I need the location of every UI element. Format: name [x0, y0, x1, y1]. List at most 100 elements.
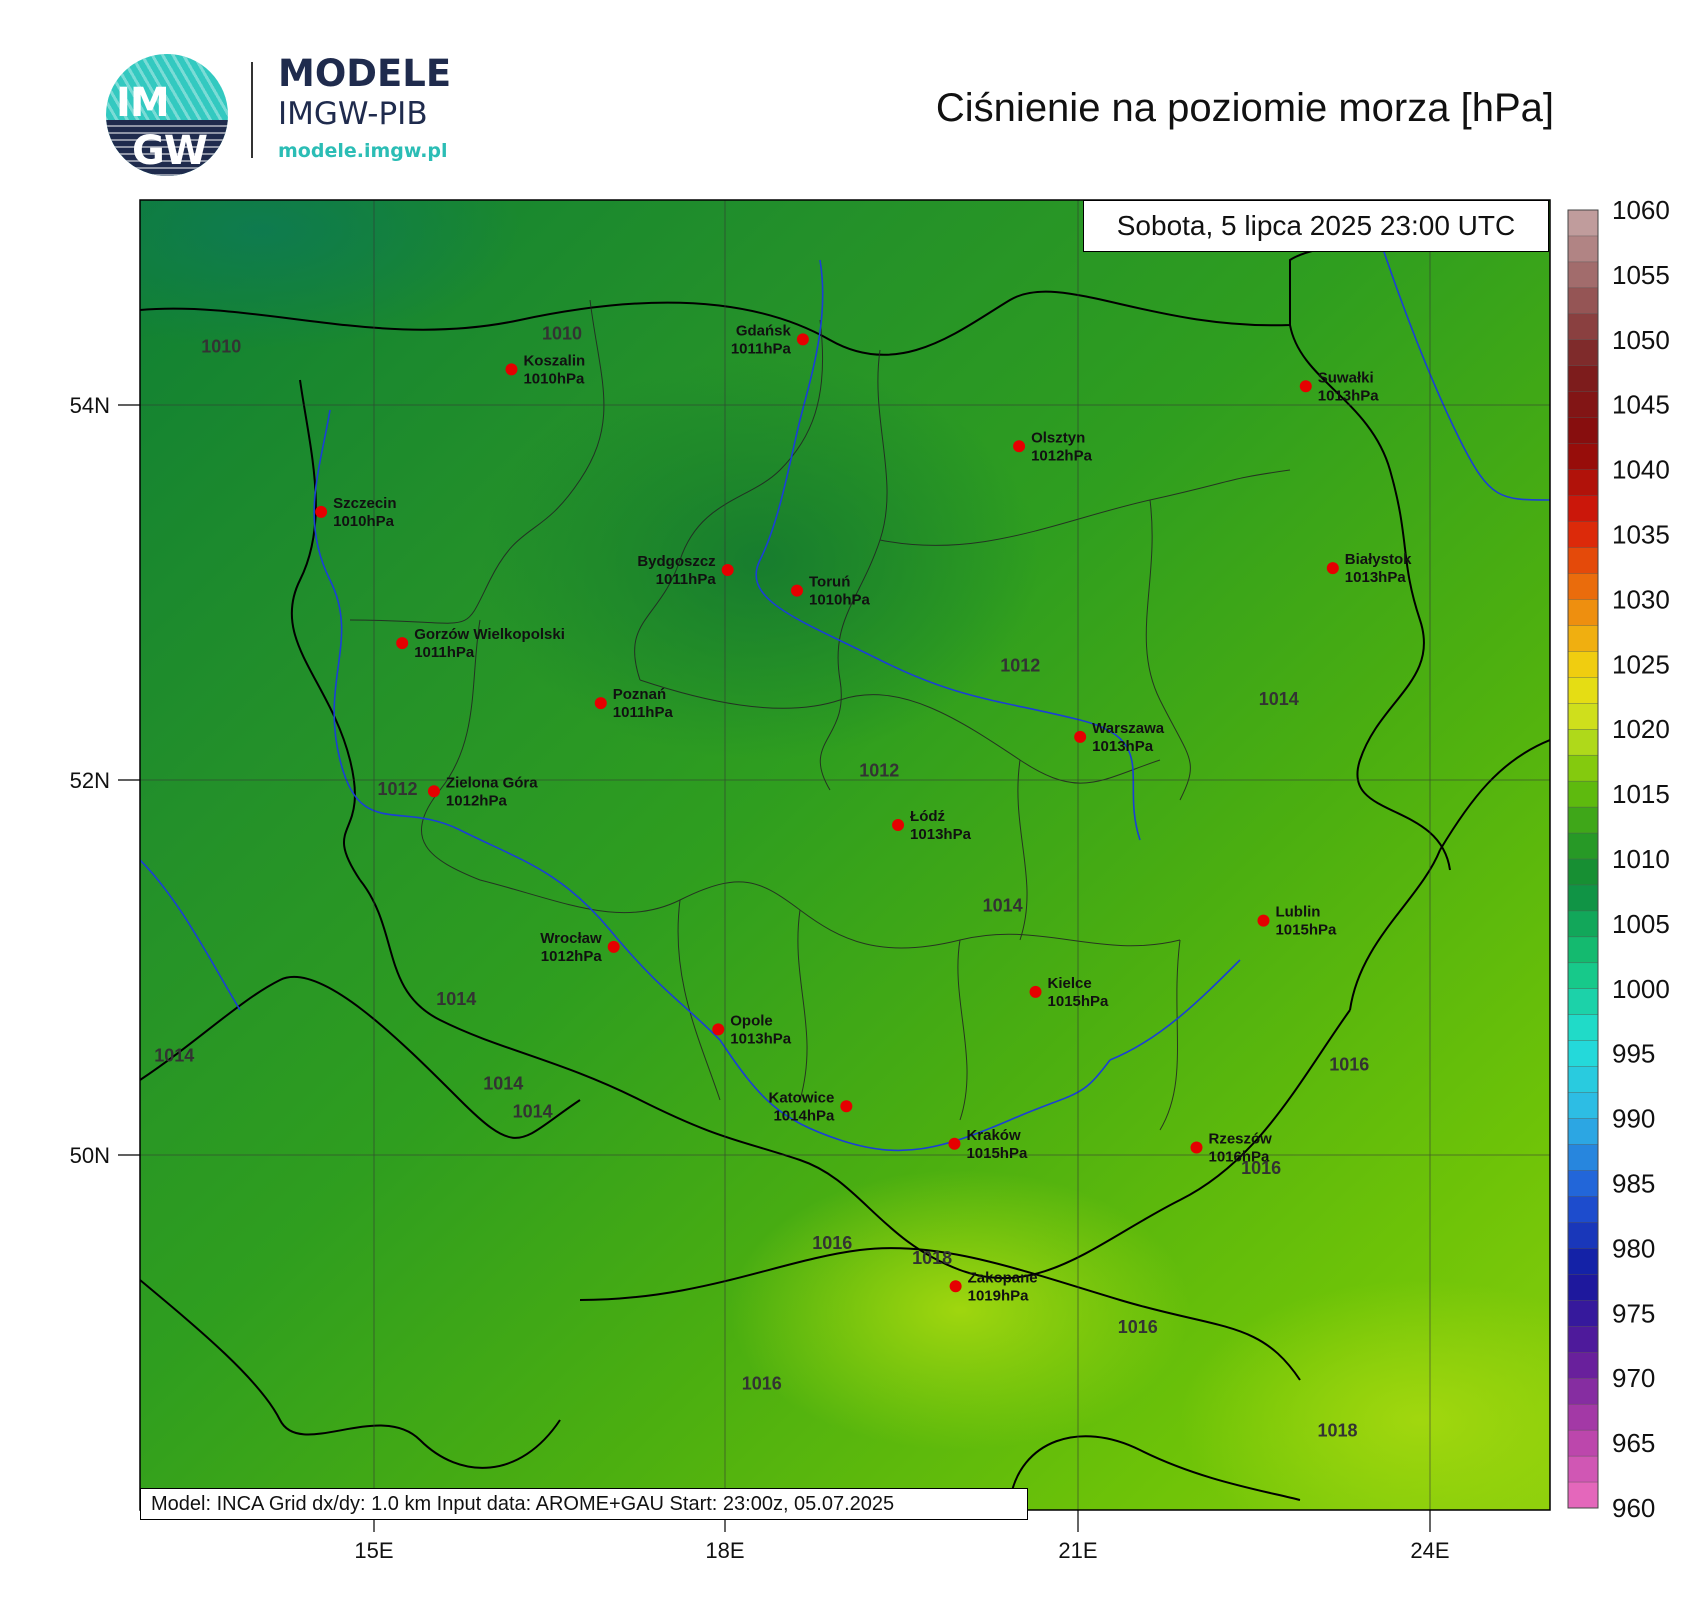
city-name: Wrocław [540, 930, 602, 947]
colorbar-swatch [1567, 443, 1599, 471]
colorbar-swatch [1567, 729, 1599, 756]
colorbar-label: 980 [1612, 1233, 1655, 1263]
colorbar-label: 1030 [1612, 584, 1670, 614]
city-name: Zakopane [968, 1269, 1038, 1286]
colorbar-label: 1035 [1612, 520, 1670, 550]
colorbar-swatch [1567, 1274, 1599, 1301]
city-pressure: 1011hPa [613, 704, 674, 721]
logo-subtitle: IMGW-PIB [278, 96, 428, 132]
colorbar-swatch [1567, 469, 1599, 497]
colorbar-swatch [1567, 936, 1599, 964]
voivodeship-borders [349, 299, 1291, 1131]
colorbar-swatch [1567, 1144, 1599, 1172]
city-pressure: 1019hPa [968, 1287, 1030, 1304]
city-dot-icon [1190, 1141, 1203, 1154]
city-pressure: 1015hPa [1048, 993, 1110, 1010]
colorbar-swatch [1567, 599, 1599, 626]
logo-url-link[interactable]: modele.imgw.pl [278, 140, 448, 162]
colorbar-label: 985 [1612, 1169, 1655, 1199]
city-dot-icon [315, 505, 328, 518]
isobar-label: 1016 [1329, 1055, 1369, 1075]
emblem-text-bottom: GW [132, 128, 208, 174]
city-pressure: 1014hPa [773, 1107, 835, 1124]
city-dot-icon [796, 333, 809, 346]
lon-label-21e: 21E [1058, 1538, 1097, 1563]
city-dot-icon [1074, 730, 1087, 743]
colorbar-swatch [1567, 1300, 1599, 1327]
colorbar-swatch [1567, 1326, 1599, 1353]
colorbar-swatch [1567, 677, 1599, 704]
valid-time-box: Sobota, 5 lipca 2025 23:00 UTC [1083, 200, 1549, 252]
city-name: Katowice [768, 1089, 834, 1106]
city-pressure: 1012hPa [541, 948, 603, 965]
isobar-label: 1012 [859, 760, 899, 780]
city-name: Białystok [1345, 551, 1412, 568]
isobar-label: 1014 [513, 1102, 553, 1122]
city-name: Lublin [1275, 904, 1320, 921]
logo-divider [251, 62, 253, 158]
city-name: Warszawa [1092, 720, 1165, 737]
city-name: Gdańsk [736, 322, 792, 339]
city-dot-icon [892, 819, 905, 831]
colorbar-swatch [1567, 235, 1599, 263]
city-dot-icon [949, 1280, 962, 1293]
colorbar-swatch [1567, 1222, 1599, 1249]
city-name: Opole [730, 1012, 773, 1029]
colorbar-swatch [1567, 910, 1599, 938]
colorbar-swatch [1567, 417, 1599, 445]
city-pressure: 1012hPa [446, 792, 508, 809]
isobar-label: 1014 [983, 895, 1023, 915]
colorbar-swatch [1567, 1403, 1599, 1431]
colorbar-label: 1050 [1612, 325, 1670, 355]
colorbar-swatch [1567, 754, 1599, 782]
city-name: Zielona Góra [446, 774, 538, 791]
city-name: Koszalin [523, 352, 585, 369]
lon-label-15e: 15E [354, 1538, 393, 1563]
colorbar-swatch [1567, 1092, 1599, 1120]
model-info-footer: Model: INCA Grid dx/dy: 1.0 km Input dat… [140, 1488, 1028, 1520]
city-pressure: 1011hPa [414, 644, 475, 661]
colorbar-swatch [1567, 858, 1599, 886]
city-pressure: 1013hPa [910, 826, 972, 843]
colorbar-swatch [1567, 962, 1599, 990]
city-name: Olsztyn [1031, 429, 1085, 446]
lat-label-54n: 54N [70, 393, 110, 418]
colorbar-swatch [1567, 625, 1599, 652]
city-pressure: 1013hPa [1318, 387, 1380, 404]
city-dot-icon [396, 637, 409, 650]
colorbar-label: 1055 [1612, 260, 1670, 290]
pressure-field: 1010 1010 1012 1014 1012 1012 1014 1014 1014 1014… [140, 200, 1550, 1510]
colorbar-label: 975 [1612, 1298, 1655, 1328]
city-dot-icon [1029, 985, 1042, 998]
city-dot-icon [594, 697, 607, 710]
colorbar-label: 990 [1612, 1104, 1655, 1134]
colorbar-swatch [1567, 573, 1599, 600]
colorbar-swatch [1567, 1040, 1599, 1068]
colorbar-swatch [1567, 884, 1599, 912]
isobar-label: 1010 [542, 323, 582, 343]
colorbar-swatch [1567, 261, 1599, 289]
lon-label-24e: 24E [1410, 1538, 1449, 1563]
colorbar-swatch [1567, 1455, 1599, 1483]
map-title: Ciśnienie na poziomie morza [hPa] [935, 86, 1554, 130]
city-dot-icon [712, 1023, 725, 1036]
colorbar-swatch [1567, 547, 1599, 574]
colorbar-swatch [1567, 1377, 1599, 1405]
isobar-label: 1018 [912, 1248, 952, 1268]
colorbar-swatch [1567, 806, 1599, 834]
